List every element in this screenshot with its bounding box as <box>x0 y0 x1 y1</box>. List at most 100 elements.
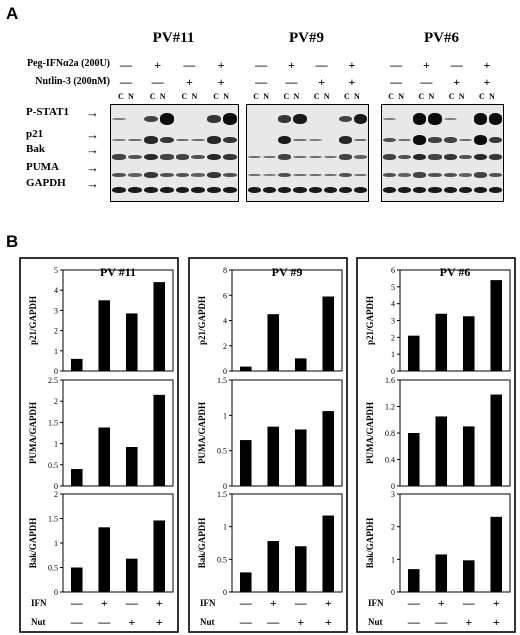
protein-band <box>278 115 292 123</box>
fraction-c: C <box>388 92 395 101</box>
fraction-c: C <box>478 92 485 101</box>
y-axis-label: Bak/GAPDH <box>365 518 375 569</box>
protein-band <box>143 186 158 194</box>
protein-band <box>278 172 292 178</box>
protein-band <box>308 186 322 194</box>
nutlin-sign: + <box>217 75 225 89</box>
y-tick-label: 2 <box>391 523 395 532</box>
protein-band <box>458 173 472 177</box>
nutlin-sign: — <box>285 75 298 89</box>
chart-frame <box>188 257 348 633</box>
nut-sign: + <box>325 615 332 629</box>
ifn-sign: + <box>438 596 445 610</box>
ifn-sign: — <box>239 596 253 610</box>
y-tick-label: 1 <box>223 523 227 532</box>
nutlin-sign: + <box>483 75 491 89</box>
protein-band <box>308 173 322 177</box>
protein-band <box>263 155 277 159</box>
nut-row-label: Nut <box>368 617 383 627</box>
protein-band <box>191 154 206 160</box>
fraction-c: C <box>117 92 124 101</box>
y-tick-label: 0 <box>391 367 395 376</box>
nut-sign: — <box>97 615 111 629</box>
protein-band <box>293 138 307 142</box>
protein-band <box>175 186 190 194</box>
nutlin-sign: — <box>420 75 433 89</box>
ifn-sign: — <box>183 58 196 72</box>
nut-sign: + <box>493 615 500 629</box>
y-tick-label: 0 <box>391 588 395 597</box>
ifn-sign: — <box>255 58 268 72</box>
protein-band <box>248 186 262 194</box>
bar <box>98 300 111 371</box>
bar <box>267 314 280 371</box>
ifn-sign: — <box>462 596 476 610</box>
protein-band <box>175 172 190 178</box>
ifn-row-label: IFN <box>200 598 216 608</box>
ifn-sign: — <box>70 596 84 610</box>
bar <box>98 427 111 486</box>
protein-band <box>223 136 237 144</box>
y-tick-label: 3 <box>391 317 395 326</box>
protein-band <box>353 113 367 125</box>
y-tick-label: 2 <box>223 342 227 351</box>
protein-band <box>308 139 322 141</box>
y-axis-label: PUMA/GAPDH <box>28 402 38 464</box>
ifn-sign: + <box>287 58 295 72</box>
y-tick-label: 0.5 <box>48 564 58 573</box>
y-tick-label: 1 <box>54 539 58 548</box>
protein-band <box>428 113 442 125</box>
ifn-sign: + <box>493 596 500 610</box>
protein-band <box>175 138 190 142</box>
bar <box>322 515 335 592</box>
fraction-c: C <box>213 92 220 101</box>
ifn-sign: — <box>450 58 463 72</box>
protein-band <box>207 136 222 144</box>
fraction-n: N <box>191 92 198 101</box>
protein-band <box>458 186 472 194</box>
y-tick-label: 5 <box>391 283 395 292</box>
y-axis-label: p21/GAPDH <box>28 296 38 345</box>
protein-band <box>207 172 222 178</box>
protein-band <box>191 173 206 177</box>
fraction-n: N <box>127 92 134 101</box>
protein-band <box>293 113 307 125</box>
bar <box>239 366 252 371</box>
y-tick-label: 1.5 <box>217 376 227 385</box>
protein-band <box>143 153 158 161</box>
y-tick-label: 3 <box>54 306 58 315</box>
protein-band <box>175 154 190 160</box>
protein-band <box>223 154 237 160</box>
nut-sign: + <box>297 615 304 629</box>
protein-band <box>383 117 397 121</box>
protein-band <box>207 186 222 194</box>
fraction-n: N <box>323 92 330 101</box>
bar <box>239 440 252 486</box>
protein-band <box>458 154 472 160</box>
protein-band <box>473 135 487 145</box>
y-axis-label: Bak/GAPDH <box>28 518 38 569</box>
chart-title: PV #6 <box>440 265 471 279</box>
bar <box>435 554 448 592</box>
y-tick-label: 2 <box>391 333 395 342</box>
y-axis-label: PUMA/GAPDH <box>197 402 207 464</box>
y-tick-label: 1 <box>223 411 227 420</box>
protein-band <box>159 113 174 125</box>
bar <box>490 394 503 486</box>
nutlin-sign: — <box>119 75 132 89</box>
protein-band <box>248 173 262 177</box>
nut-sign: + <box>128 615 135 629</box>
protein-band <box>413 172 427 178</box>
protein-band <box>338 186 352 194</box>
chart-frame <box>356 257 516 633</box>
y-tick-label: 1.5 <box>217 490 227 499</box>
fraction-c: C <box>343 92 350 101</box>
protein-band <box>143 136 158 144</box>
y-tick-label: 0 <box>223 588 227 597</box>
bar <box>267 426 280 486</box>
blot-image <box>110 104 239 202</box>
y-tick-label: 0 <box>54 588 58 597</box>
protein-band <box>207 115 222 123</box>
protein-band <box>293 186 307 194</box>
condition-label-nutlin: Nutlin-3 (200nM) <box>35 76 110 87</box>
